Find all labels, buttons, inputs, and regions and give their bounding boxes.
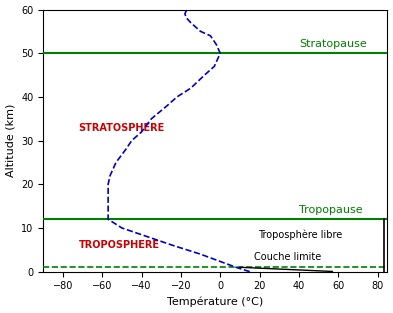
- Y-axis label: Altitude (km): Altitude (km): [6, 104, 16, 177]
- Text: Stratopause: Stratopause: [299, 39, 367, 49]
- Text: Tropopause: Tropopause: [299, 205, 363, 215]
- Text: Troposphère libre: Troposphère libre: [258, 229, 342, 240]
- X-axis label: Température (°C): Température (°C): [167, 297, 263, 307]
- Text: Couche limite: Couche limite: [254, 252, 321, 262]
- Text: STRATOSPHERE: STRATOSPHERE: [79, 122, 165, 132]
- Text: TROPOSPHERE: TROPOSPHERE: [79, 240, 160, 250]
